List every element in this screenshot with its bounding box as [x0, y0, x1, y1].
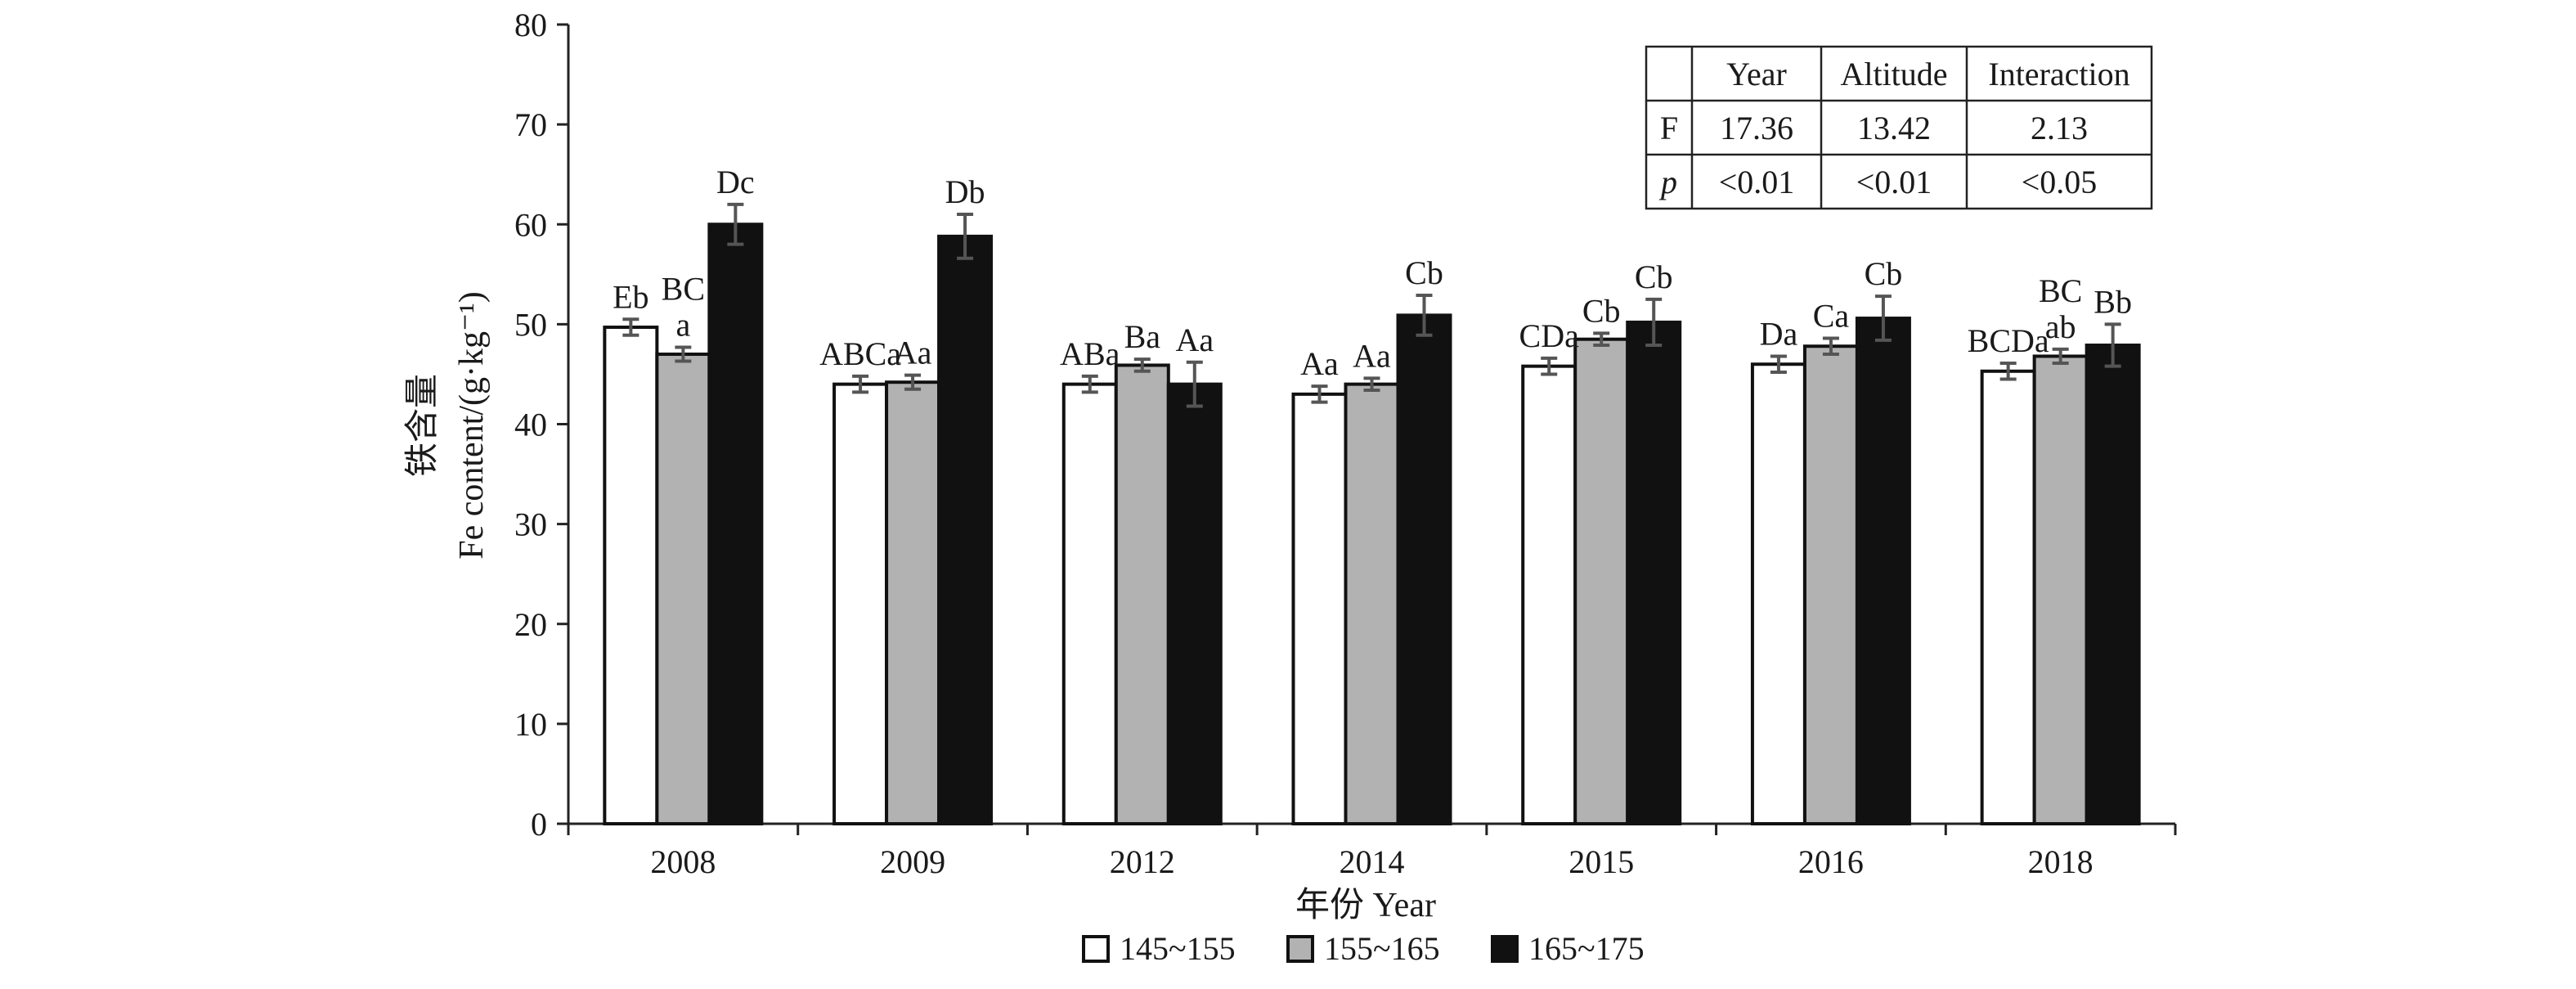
bars: [603, 223, 2141, 826]
bar: [1344, 382, 1400, 825]
y-tick-label: 70: [514, 106, 547, 143]
significance-label: Da: [1760, 315, 1798, 352]
bar: [885, 380, 941, 825]
significance-label: Eb: [613, 278, 648, 315]
significance-label: Aa: [894, 335, 932, 371]
bar: [1291, 392, 1348, 825]
bar: [1573, 337, 1630, 826]
significance-label: Aa: [1175, 321, 1214, 358]
y-tick-label: 60: [514, 206, 547, 243]
significance-label: Cb: [1635, 258, 1673, 295]
x-tick-label: 2016: [1798, 843, 1864, 880]
y-tick-label: 80: [514, 7, 547, 43]
y-tick-label: 20: [514, 606, 547, 643]
bar: [1396, 313, 1452, 826]
bar: [1166, 382, 1223, 825]
legend-swatch: [1491, 935, 1519, 963]
legend-swatch: [1082, 935, 1110, 963]
anova-cell: 17.36: [1720, 110, 1793, 146]
significance-label: Ba: [1124, 318, 1161, 355]
significance-label: BC: [662, 270, 705, 307]
significance-label: Cb: [1582, 292, 1621, 329]
anova-cell: 2.13: [2031, 110, 2088, 146]
bar: [707, 223, 764, 825]
bar: [1855, 317, 1911, 825]
bar: [1750, 362, 1806, 826]
anova-cell: Altitude: [1840, 56, 1947, 92]
anova-cell: p: [1658, 164, 1677, 200]
significance-label: Cb: [1405, 254, 1443, 291]
y-tick-label: 10: [514, 706, 547, 743]
bar: [1521, 364, 1577, 826]
bar: [1802, 344, 1859, 825]
significance-label: ab: [2045, 308, 2076, 345]
significance-label: Cb: [1865, 255, 1903, 292]
anova-cell: 13.42: [1857, 110, 1931, 146]
bar: [2085, 344, 2141, 825]
bar: [603, 326, 659, 825]
legend-label: 145~155: [1120, 930, 1236, 967]
significance-label: ABCa: [819, 335, 901, 372]
y-tick-label: 30: [514, 506, 547, 543]
significance-label: Aa: [1300, 345, 1339, 382]
significance-label: BCDa: [1968, 322, 2049, 359]
x-tick-label: 2012: [1110, 843, 1175, 880]
anova-cell: <0.01: [1719, 164, 1795, 200]
significance-label: ABa: [1060, 335, 1120, 372]
y-axis-title-cn: 铁含量: [404, 374, 442, 477]
bar: [832, 382, 889, 825]
anova-cell: Year: [1726, 56, 1787, 92]
legend-label: 155~165: [1324, 930, 1440, 967]
bar: [937, 234, 994, 825]
significance-label: BC: [2039, 272, 2082, 309]
y-tick-label: 0: [531, 806, 547, 843]
significance-label: CDa: [1519, 317, 1580, 354]
anova-cell: <0.01: [1856, 164, 1932, 200]
y-tick-label: 40: [514, 407, 547, 443]
anova-cell: F: [1660, 110, 1678, 146]
x-tick-label: 2018: [2028, 843, 2094, 880]
significance-label: Bb: [2094, 283, 2132, 320]
anova-cell: Interaction: [1988, 56, 2129, 92]
significance-label: Dc: [716, 164, 755, 200]
bar: [1061, 382, 1118, 825]
significance-label: Aa: [1353, 337, 1391, 374]
anova-cell: <0.05: [2022, 164, 2098, 200]
significance-label: Db: [945, 173, 985, 210]
x-tick-label: 2015: [1568, 843, 1634, 880]
bar: [1626, 320, 1682, 825]
x-ticks: 2008 2009 2012 2014 2015 2016 2018: [567, 824, 2177, 880]
x-tick-label: 2008: [650, 843, 716, 880]
y-axis-title-en: Fe content/(g·kg⁻¹): [453, 291, 491, 560]
bar: [655, 353, 711, 825]
x-tick-label: 2014: [1340, 843, 1405, 880]
x-tick-label: 2009: [880, 843, 945, 880]
bar: [2032, 354, 2089, 825]
significance-label: Ca: [1813, 297, 1850, 334]
significance-label: a: [675, 306, 690, 343]
bar: [1114, 363, 1170, 826]
x-axis-title: 年份 Year: [1295, 886, 1436, 924]
legend: 145~155 155~165 165~175: [1082, 930, 1645, 967]
anova-table-border: [1645, 45, 2153, 210]
y-tick-label: 50: [514, 306, 547, 343]
bar: [1980, 369, 2036, 825]
error-bars: [622, 202, 2121, 408]
legend-swatch: [1286, 935, 1314, 963]
anova-table: Year Altitude Interaction F 17.36 13.42 2.13 p <…: [1645, 45, 2153, 210]
legend-label: 165~175: [1528, 930, 1645, 967]
y-ticks: 0 10 20 30 40 50 60 70 80: [514, 7, 568, 843]
